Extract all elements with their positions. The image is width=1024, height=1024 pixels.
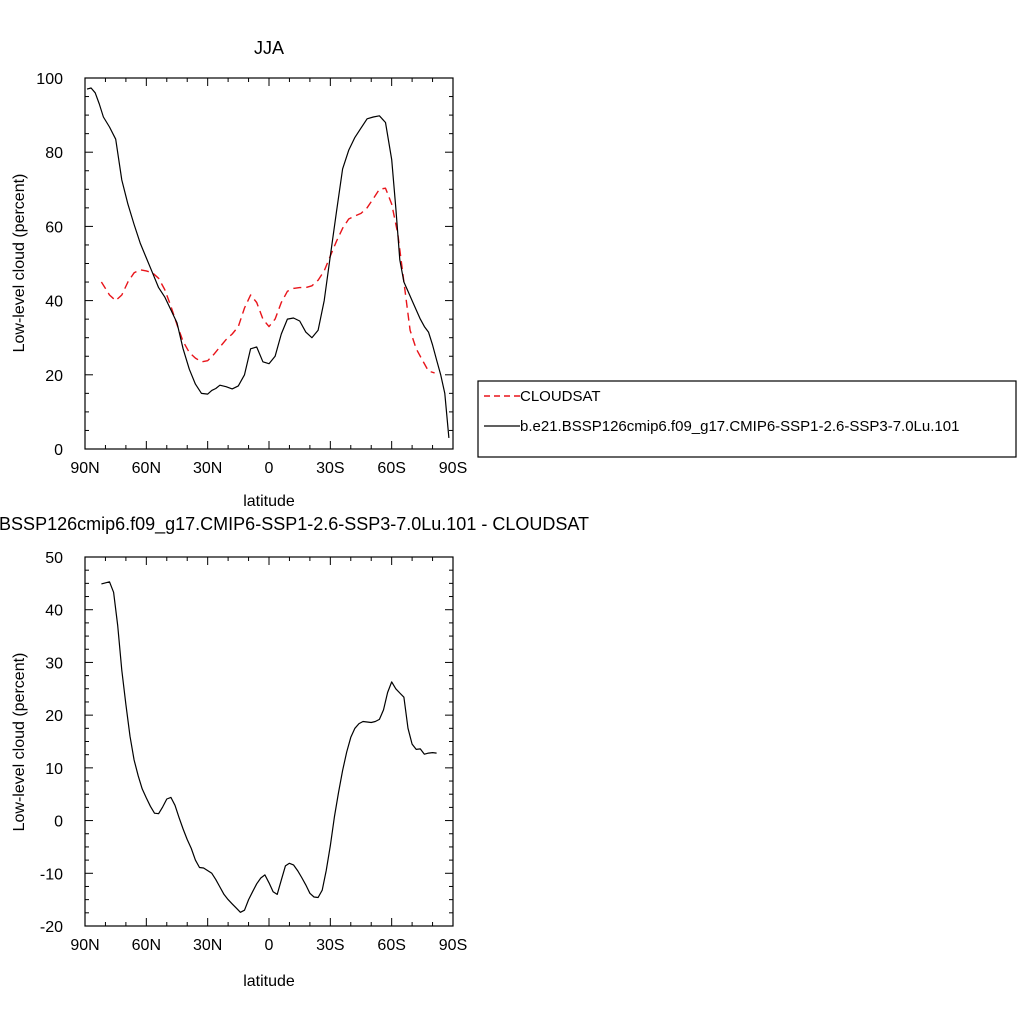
top-y-tick-label: 60: [45, 219, 63, 236]
top-x-tick-label: 60S: [377, 460, 405, 477]
top-x-tick-label: 90N: [70, 460, 99, 477]
bottom-y-axis-label: Low-level cloud (percent): [11, 653, 28, 832]
legend-label-model: b.e21.BSSP126cmip6.f09_g17.CMIP6-SSP1-2.…: [520, 418, 959, 435]
top-x-axis-label: latitude: [243, 493, 295, 510]
top-series-lines: [86, 87, 450, 438]
top-plot: JJA 90N 60N 30N 0 30S 60S 90S 0 20 40 60 80 100 lati…: [11, 38, 467, 510]
top-y-tick-label: 80: [45, 145, 63, 162]
top-plot-frame: [84, 77, 454, 450]
legend-box: [477, 380, 1017, 458]
top-y-tick-label: 100: [36, 71, 63, 88]
top-y-axis-label: Low-level cloud (percent): [11, 174, 28, 353]
bottom-y-tick-label: -20: [40, 919, 63, 936]
bottom-y-tick-label: -10: [40, 866, 63, 883]
top-x-tick-label: 60N: [132, 460, 161, 477]
bottom-y-tick-label: 40: [45, 603, 63, 620]
top-chart-title: JJA: [254, 38, 284, 58]
legend: CLOUDSAT b.e21.BSSP126cmip6.f09_g17.CMIP…: [477, 380, 1017, 458]
top-y-tick-label: 40: [45, 294, 63, 311]
top-y-tick-label: 20: [45, 368, 63, 385]
top-x-tick-label: 30S: [316, 460, 344, 477]
legend-label-cloudsat: CLOUDSAT: [520, 388, 601, 405]
top-x-tick-label: 0: [265, 460, 274, 477]
bottom-y-tick-label: 30: [45, 655, 63, 672]
top-axis-ticks: 90N 60N 30N 0 30S 60S 90S 0 20 40 60 80 100: [36, 71, 467, 477]
bottom-y-tick-label: 50: [45, 550, 63, 567]
bottom-x-tick-label: 90S: [439, 937, 467, 954]
bottom-y-tick-label: 0: [54, 814, 63, 831]
bottom-x-tick-label: 30N: [193, 937, 222, 954]
top-series-line-cloudsat: [100, 187, 435, 374]
bottom-x-tick-label: 0: [265, 937, 274, 954]
bottom-y-tick-label: 10: [45, 761, 63, 778]
bottom-axis-ticks: 90N 60N 30N 0 30S 60S 90S -20 -10 0 10 20 30 40 50: [40, 550, 467, 954]
bottom-x-tick-label: 60S: [377, 937, 405, 954]
bottom-x-tick-label: 60N: [132, 937, 161, 954]
top-x-tick-label: 90S: [439, 460, 467, 477]
bottom-plot: b.e21.BSSP126cmip6.f09_g17.CMIP6-SSP1-2.…: [0, 514, 589, 990]
bottom-series-lines: [101, 581, 437, 913]
bottom-series-line-difference: [101, 581, 437, 913]
bottom-x-tick-label: 30S: [316, 937, 344, 954]
bottom-plot-frame: [84, 556, 454, 927]
bottom-chart-title: b.e21.BSSP126cmip6.f09_g17.CMIP6-SSP1-2.…: [0, 514, 589, 535]
bottom-x-tick-label: 90N: [70, 937, 99, 954]
top-y-tick-label: 0: [54, 442, 63, 459]
top-series-line-model: [86, 87, 450, 438]
bottom-x-axis-label: latitude: [243, 973, 295, 990]
top-x-tick-label: 30N: [193, 460, 222, 477]
bottom-y-tick-label: 20: [45, 708, 63, 725]
